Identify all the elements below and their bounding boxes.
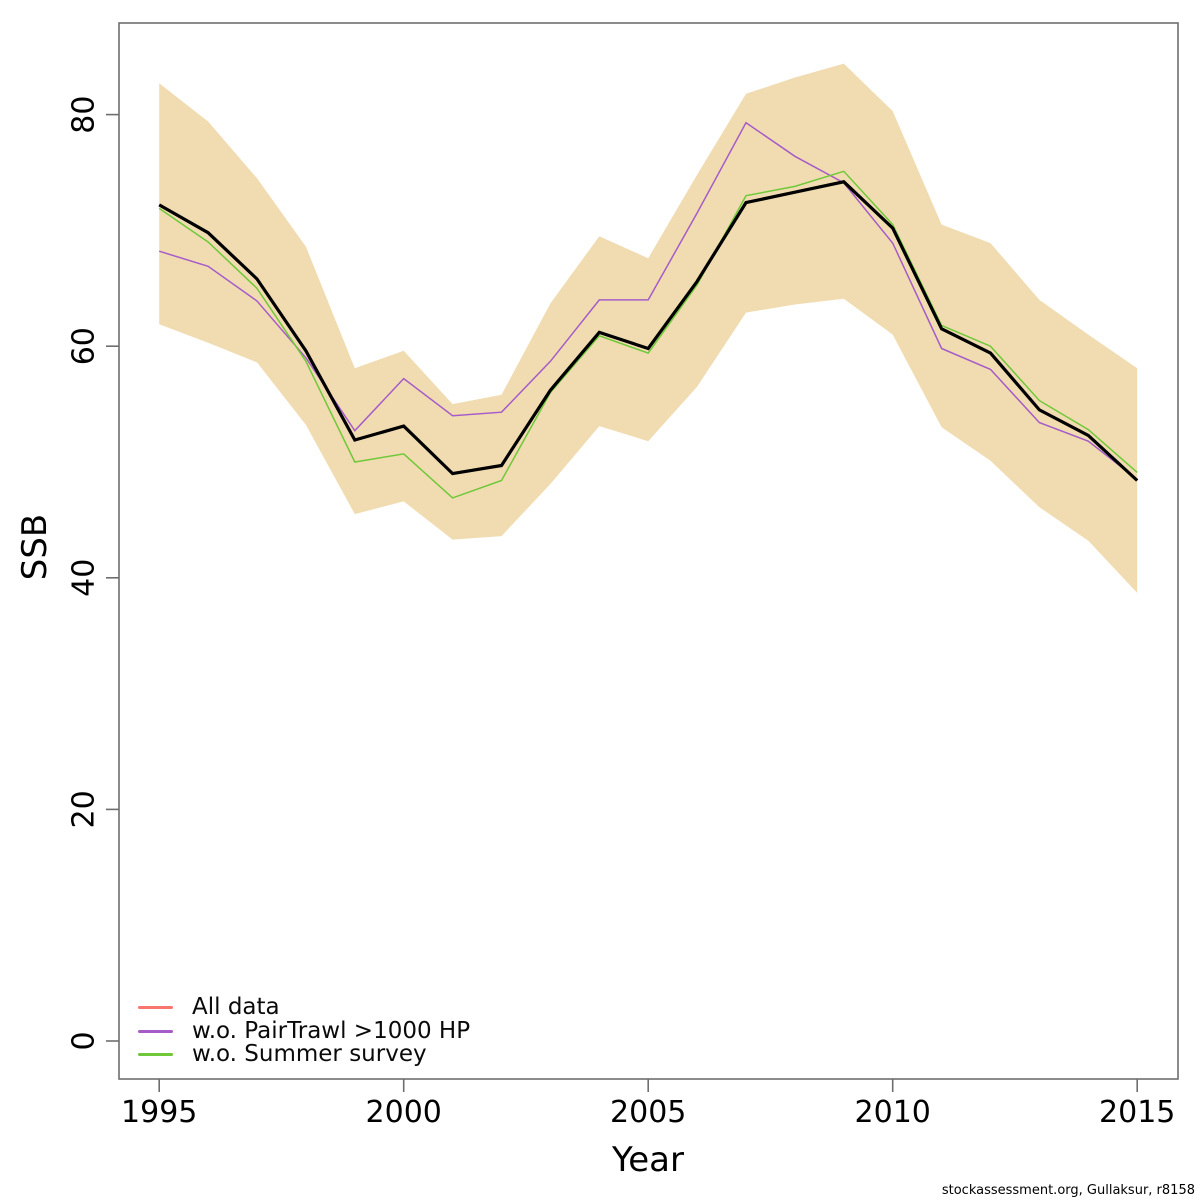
y-axis-title: SSB bbox=[15, 513, 55, 581]
x-axis-tick-label: 1995 bbox=[121, 1095, 197, 1130]
legend-color-swatch bbox=[138, 1052, 173, 1056]
x-axis-title: Year bbox=[612, 1140, 684, 1180]
legend-item-label: w.o. Summer survey bbox=[192, 1040, 427, 1067]
base-fit-line bbox=[158, 180, 1139, 482]
confidence-band bbox=[159, 63, 1138, 593]
legend-item: All data bbox=[138, 996, 470, 1019]
series-wo-summer-survey bbox=[158, 170, 1138, 499]
x-axis-tick-label: 2010 bbox=[855, 1095, 931, 1130]
legend-color-swatch bbox=[138, 1006, 173, 1010]
y-axis-tick-label: 80 bbox=[67, 96, 102, 134]
y-axis-tick-label: 40 bbox=[67, 559, 102, 597]
y-axis-tick-label: 0 bbox=[67, 1031, 102, 1050]
legend-item-label: w.o. PairTrawl >1000 HP bbox=[192, 1017, 471, 1044]
y-axis-tick-label: 20 bbox=[67, 790, 102, 828]
legend-item: w.o. Summer survey bbox=[138, 1040, 470, 1067]
legend: All data w.o. PairTrawl >1000 HP w.o. Summ… bbox=[138, 996, 470, 1066]
x-axis-tick-label: 2015 bbox=[1099, 1095, 1175, 1130]
footer-credit: stockassessment.org, Gullaksur, r8158 bbox=[941, 1183, 1195, 1198]
x-axis-tick-label: 2005 bbox=[610, 1095, 686, 1130]
legend-item-label: All data bbox=[192, 994, 280, 1021]
x-axis-tick-label: 2000 bbox=[366, 1095, 442, 1130]
plot-box bbox=[118, 22, 1179, 1080]
y-axis-tick-label: 60 bbox=[67, 327, 102, 365]
legend-item: w.o. PairTrawl >1000 HP bbox=[138, 1019, 470, 1042]
legend-color-swatch bbox=[138, 1029, 173, 1033]
